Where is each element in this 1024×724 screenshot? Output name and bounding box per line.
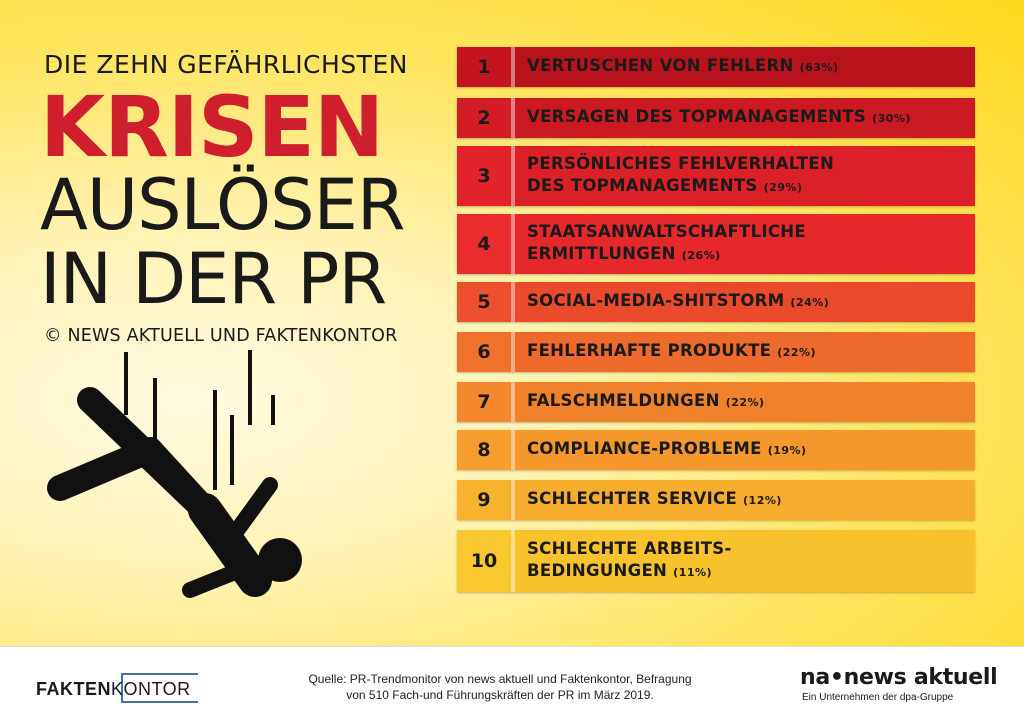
ranking-label-text: FEHLERHAFTE PRODUKTE <box>527 341 772 360</box>
ranking-number: 8 <box>457 430 511 470</box>
headline-line1: DIE ZEHN GEFÄHRLICHSTEN <box>44 50 408 79</box>
ranking-row: 4 STAATSANWALTSCHAFTLICHE ERMITTLUNGEN (26%… <box>457 214 975 274</box>
ranking-divider <box>511 98 515 138</box>
ranking-label-text: SCHLECHTE ARBEITS- <box>527 539 732 558</box>
ranking-label-line: FALSCHMELDUNGEN (22%) <box>527 390 975 414</box>
ranking-percentage: (29%) <box>763 181 803 194</box>
falling-person-icon <box>47 350 302 598</box>
ranking-label-text: DES TOPMANAGEMENTS <box>527 176 758 195</box>
ranking-number: 4 <box>457 214 511 274</box>
ranking-number: 5 <box>457 282 511 322</box>
ranking-number: 2 <box>457 98 511 138</box>
ranking-divider <box>511 430 515 470</box>
ranking-label-line: SCHLECHTE ARBEITS- <box>527 538 975 560</box>
ranking-divider <box>511 214 515 274</box>
headline-line3: AUSLÖSER <box>40 164 405 246</box>
ranking-label-line: COMPLIANCE-PROBLEME (19%) <box>527 438 975 462</box>
ranking-percentage: (12%) <box>743 494 782 507</box>
ranking-number: 7 <box>457 382 511 422</box>
ranking-label-line: PERSÖNLICHES FEHLVERHALTEN <box>527 153 975 175</box>
ranking-label-text: COMPLIANCE-PROBLEME <box>527 439 762 458</box>
ranking-row: 10 SCHLECHTE ARBEITS- BEDINGUNGEN (11%) <box>457 530 975 592</box>
ranking-number: 3 <box>457 146 511 206</box>
ranking-number: 10 <box>457 530 511 592</box>
ranking-label-text: FALSCHMELDUNGEN <box>527 391 720 410</box>
ranking-label-text: VERTUSCHEN VON FEHLERN <box>527 56 794 75</box>
ranking-divider <box>511 530 515 592</box>
headline: DIE ZEHN GEFÄHRLICHSTEN KRISEN AUSLÖSER … <box>40 50 424 346</box>
faktenkontor-logo-frame <box>121 673 198 703</box>
ranking-label-text: VERSAGEN DES TOPMANAGEMENTS <box>527 107 867 126</box>
ranking-label-text: SOCIAL-MEDIA-SHITSTORM <box>527 291 785 310</box>
headline-line2: KRISEN <box>40 78 384 176</box>
ranking-divider <box>511 480 515 520</box>
ranking-label-line: ERMITTLUNGEN (26%) <box>527 243 975 267</box>
ranking-divider <box>511 47 515 87</box>
ranking-label: SCHLECHTE ARBEITS- BEDINGUNGEN (11%) <box>515 530 975 592</box>
ranking-label-line: VERTUSCHEN VON FEHLERN (63%) <box>527 55 975 79</box>
ranking-label: VERSAGEN DES TOPMANAGEMENTS (30%) <box>515 98 975 138</box>
ranking-row: 8 COMPLIANCE-PROBLEME (19%) <box>457 430 975 470</box>
news-aktuell-logo: na•news aktuell Ein Unternehmen der dpa-… <box>800 665 1010 703</box>
news-aktuell-subline: Ein Unternehmen der dpa-Gruppe <box>802 692 954 703</box>
ranking-label-text: PERSÖNLICHES FEHLVERHALTEN <box>527 154 835 173</box>
ranking-percentage: (11%) <box>673 566 713 579</box>
ranking-label-text: SCHLECHTER SERVICE <box>527 489 738 508</box>
faktenkontor-logo: FAKTENKONTOR <box>36 671 236 705</box>
ranking-percentage: (26%) <box>681 249 721 262</box>
ranking-label: SCHLECHTER SERVICE (12%) <box>515 480 975 520</box>
ranking-row: 7 FALSCHMELDUNGEN (22%) <box>457 382 975 422</box>
ranking-label: SOCIAL-MEDIA-SHITSTORM (24%) <box>515 282 975 322</box>
source-note: Quelle: PR-Trendmonitor von news aktuell… <box>300 671 700 703</box>
ranking-divider <box>511 332 515 372</box>
ranking-row: 5 SOCIAL-MEDIA-SHITSTORM (24%) <box>457 282 975 322</box>
ranking-percentage: (22%) <box>725 396 765 409</box>
ranking-label: VERTUSCHEN VON FEHLERN (63%) <box>515 47 975 87</box>
ranking-label-line: SOCIAL-MEDIA-SHITSTORM (24%) <box>527 290 975 314</box>
ranking-label-text: ERMITTLUNGEN <box>527 244 676 263</box>
ranking-label-line: DES TOPMANAGEMENTS (29%) <box>527 175 975 199</box>
ranking-percentage: (30%) <box>872 112 911 125</box>
ranking-percentage: (63%) <box>799 61 839 74</box>
ranking-label: FALSCHMELDUNGEN (22%) <box>515 382 975 422</box>
ranking-label: PERSÖNLICHES FEHLVERHALTEN DES TOPMANAGEM… <box>515 146 975 206</box>
ranking-label-line: BEDINGUNGEN (11%) <box>527 560 975 584</box>
ranking-row: 3 PERSÖNLICHES FEHLVERHALTEN DES TOPMANAGE… <box>457 146 975 206</box>
ranking-divider <box>511 146 515 206</box>
ranking-row: 2 VERSAGEN DES TOPMANAGEMENTS (30%) <box>457 98 975 138</box>
ranking-label-line: SCHLECHTER SERVICE (12%) <box>527 488 975 512</box>
copyright-note: © NEWS AKTUELL UND FAKTENKONTOR <box>44 326 398 346</box>
ranking-number: 6 <box>457 332 511 372</box>
ranking-label-line: STAATSANWALTSCHAFTLICHE <box>527 221 975 243</box>
ranking-label-text: BEDINGUNGEN <box>527 561 668 580</box>
ranking-row: 9 SCHLECHTER SERVICE (12%) <box>457 480 975 520</box>
ranking-label: FEHLERHAFTE PRODUKTE (22%) <box>515 332 975 372</box>
ranking-percentage: (19%) <box>767 444 807 457</box>
source-line2: von 510 Fach-und Führungskräften der PR … <box>346 688 654 702</box>
ranking-label: COMPLIANCE-PROBLEME (19%) <box>515 430 975 470</box>
infographic-poster: DIE ZEHN GEFÄHRLICHSTEN KRISEN AUSLÖSER … <box>0 0 1024 646</box>
ranking-number: 9 <box>457 480 511 520</box>
news-aktuell-logo-text: na•news aktuell <box>800 665 998 690</box>
faktenkontor-logo-bold: FAKTEN <box>36 679 111 699</box>
ranking-number: 1 <box>457 47 511 87</box>
ranking-label-text: STAATSANWALTSCHAFTLICHE <box>527 222 806 241</box>
ranking-label-line: VERSAGEN DES TOPMANAGEMENTS (30%) <box>527 106 975 130</box>
ranking-row: 1 VERTUSCHEN VON FEHLERN (63%) <box>457 47 975 87</box>
ranking-label-line: FEHLERHAFTE PRODUKTE (22%) <box>527 340 975 364</box>
headline-line4: IN DER PR <box>40 238 387 320</box>
ranking-row: 6 FEHLERHAFTE PRODUKTE (22%) <box>457 332 975 372</box>
faktenkontor-logo-light: KONTOR <box>111 679 191 699</box>
ranking-divider <box>511 282 515 322</box>
ranking-divider <box>511 382 515 422</box>
ranking-label: STAATSANWALTSCHAFTLICHE ERMITTLUNGEN (26%) <box>515 214 975 274</box>
source-line1: Quelle: PR-Trendmonitor von news aktuell… <box>308 672 692 686</box>
ranking-percentage: (22%) <box>777 346 817 359</box>
ranking-percentage: (24%) <box>790 296 830 309</box>
footer: FAKTENKONTOR Quelle: PR-Trendmonitor von… <box>0 646 1024 724</box>
